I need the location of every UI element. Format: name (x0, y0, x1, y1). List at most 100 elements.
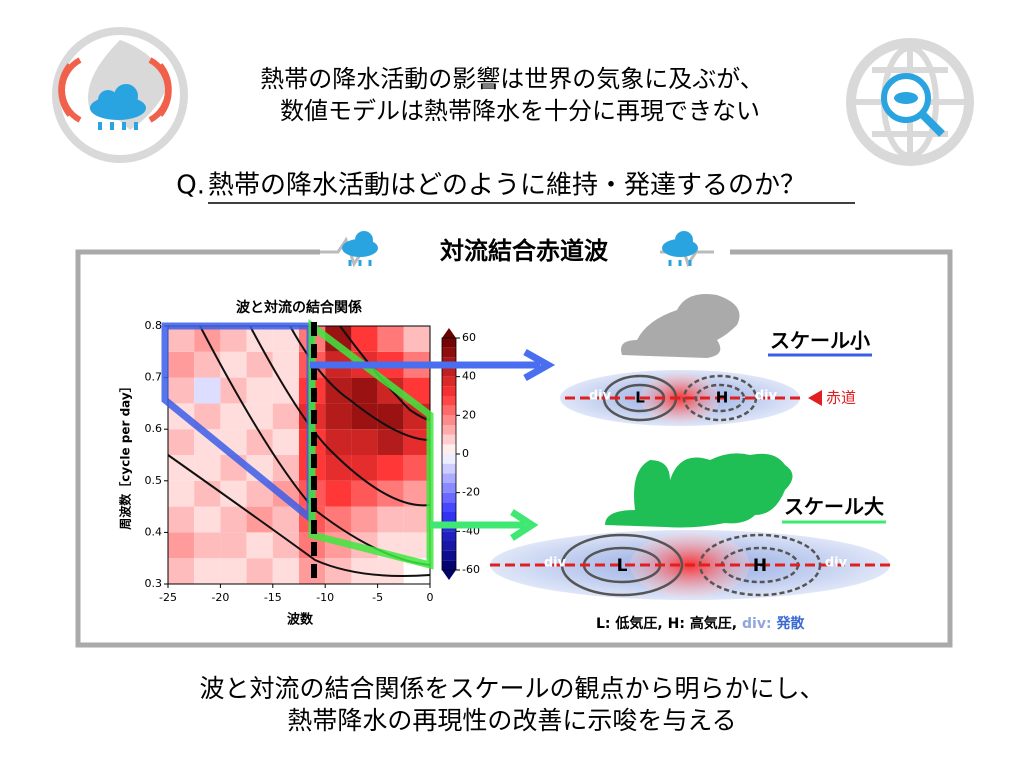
heat-cell (272, 326, 299, 352)
low-label: L (617, 556, 628, 576)
heat-cell (194, 506, 221, 533)
colorbar-step (442, 560, 456, 570)
heat-cell (246, 326, 273, 352)
heat-cell (272, 403, 299, 430)
heat-cell (377, 326, 404, 352)
colorbar-step (442, 502, 456, 512)
heat-cell (194, 377, 221, 404)
x-tick-label: -15 (264, 591, 282, 604)
heat-cell (168, 532, 195, 559)
heat-cell (351, 506, 378, 533)
heat-cell (220, 532, 247, 559)
colorbar-step (442, 415, 456, 425)
heat-cell (168, 558, 195, 584)
legend-text: 発散 (775, 615, 805, 632)
colorbar-step (442, 492, 456, 503)
large-scale-diagram (490, 453, 895, 600)
x-tick-label: -5 (372, 591, 383, 604)
heat-cell (377, 480, 404, 507)
colorbar-tick-label: 0 (462, 447, 469, 460)
colorbar-step (442, 347, 456, 358)
div-label: div (825, 556, 848, 571)
colorbar-step (442, 512, 456, 522)
legend: L: 低気圧, H: 高気圧, div: 発散 (596, 615, 805, 632)
panel-title: 対流結合赤道波 (440, 237, 609, 265)
x-tick-label: -25 (159, 591, 177, 604)
colorbar-tick-label: -60 (462, 563, 480, 576)
heat-cell (351, 455, 378, 481)
legend-text: 低気圧, (614, 615, 662, 632)
heat-cell (403, 455, 430, 481)
y-tick-label: 0.6 (145, 422, 163, 435)
small-scale-diagram (560, 294, 872, 426)
y-axis-label: 周波数［cycle per day］ (118, 380, 133, 529)
heat-cell (377, 558, 404, 584)
heat-cell (246, 558, 273, 584)
y-tick-label: 0.5 (145, 474, 163, 487)
div-label: div (589, 389, 612, 404)
colorbar-step (442, 434, 456, 445)
cloud-icon (660, 231, 714, 268)
chart-overlays (161, 318, 556, 586)
colorbar-step (442, 405, 456, 416)
heat-cell (168, 480, 195, 507)
heat-cell (351, 429, 378, 455)
globe-icon-left (52, 27, 188, 163)
colorbar-tick-label: 20 (462, 408, 476, 421)
footer-line: 熱帯降水の再現性の改善に示唆を与える (287, 706, 736, 735)
colorbar-step (442, 541, 456, 551)
colorbar-step (442, 463, 456, 474)
y-tick-label: 0.4 (145, 525, 163, 538)
heat-cell (168, 377, 195, 404)
y-tick-label: 0.8 (145, 319, 163, 332)
legend-key: H: (668, 616, 685, 632)
colorbar-step (442, 376, 456, 387)
heat-cell (377, 429, 404, 455)
heat-cell (246, 532, 273, 559)
x-tick-label: 0 (427, 591, 434, 604)
colorbar-step (442, 444, 456, 454)
heat-cell (403, 429, 430, 455)
high-label: H (716, 389, 729, 407)
colorbar-step (442, 550, 456, 561)
header-line: 数値モデルは熱帯降水を十分に再現できない (280, 97, 760, 125)
colorbar-step (442, 473, 456, 483)
cloud-icon (320, 231, 378, 268)
heat-cell (403, 532, 430, 559)
heat-cell (168, 429, 195, 455)
colorbar-step (442, 396, 456, 406)
colorbar-step (442, 425, 456, 435)
small-scale-label: スケール小 (770, 329, 870, 353)
legend-key: L: (596, 616, 611, 632)
heatmap-chart: -25 -20 -15 -10 -5 0 0.3 0.4 0.5 0.6 0.7 0.8 波と対流の結合… (118, 299, 480, 628)
legend-text: 高気圧, (690, 615, 737, 632)
heat-cell (325, 506, 352, 533)
heat-cell (168, 326, 195, 352)
colorbar-step (442, 367, 456, 377)
heat-cell (377, 506, 404, 533)
colorbar-end (442, 570, 456, 580)
heat-cell (220, 558, 247, 584)
heat-cell (272, 506, 299, 533)
x-axis-label: 波数 (287, 612, 314, 628)
chart-title: 波と対流の結合関係 (236, 299, 362, 316)
heat-cell (377, 455, 404, 481)
heat-cell (168, 351, 195, 378)
colorbar-end (442, 328, 456, 338)
colorbar-step (442, 454, 456, 464)
colorbar-tick-label: 40 (462, 370, 476, 383)
heat-cell (194, 532, 221, 559)
heat-cell (403, 506, 430, 533)
heat-cell (168, 506, 195, 533)
heat-cell (246, 351, 273, 378)
colorbar-step (442, 531, 456, 541)
equator-label: 赤道 (826, 389, 856, 407)
heat-cell (351, 558, 378, 584)
legend-key: div: (742, 616, 772, 632)
y-tick-label: 0.3 (145, 577, 163, 590)
heat-cell (220, 326, 247, 352)
heat-cell (325, 480, 352, 507)
heat-cell (220, 351, 247, 378)
large-scale-label: スケール大 (784, 495, 884, 519)
